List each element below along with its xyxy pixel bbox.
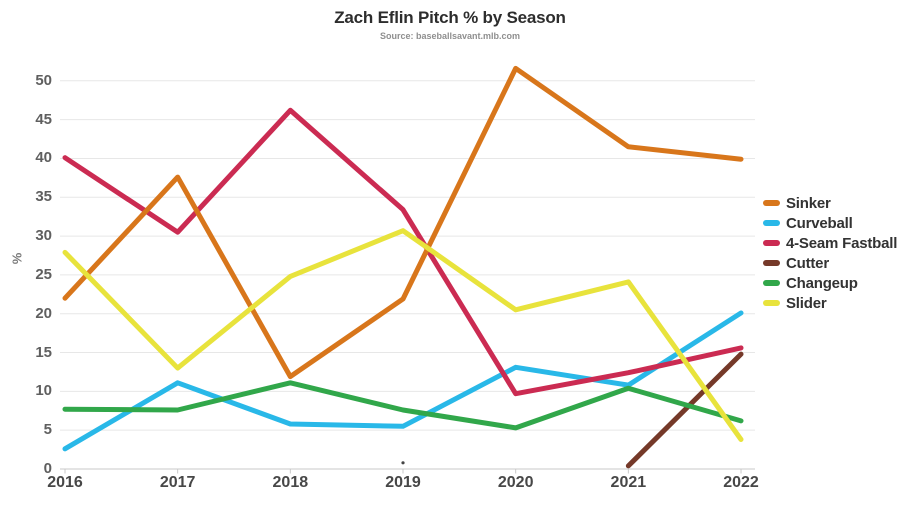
y-tick-label: 45 — [35, 110, 52, 128]
series-line-cutter — [625, 351, 744, 469]
chart-title: Zach Eflin Pitch % by Season — [334, 8, 566, 27]
y-tick-label: 25 — [35, 265, 52, 283]
legend-label: Curveball — [786, 214, 853, 232]
legend-swatch-icon — [763, 220, 780, 226]
y-tick-label: 10 — [35, 382, 52, 400]
legend-item-sinker: Sinker — [763, 193, 897, 213]
series-line-sinker — [62, 65, 744, 380]
legend-label: Changeup — [786, 274, 858, 292]
x-tick-label: 2017 — [159, 474, 196, 491]
x-tick-label: 2019 — [385, 474, 421, 491]
legend-label: Cutter — [786, 254, 829, 272]
series-line-curveball — [62, 310, 744, 452]
x-tick-label: 2022 — [723, 474, 759, 491]
legend: Sinker Curveball 4-Seam Fastball Cutter Chan… — [763, 193, 897, 313]
legend-swatch-icon — [763, 240, 780, 246]
legend-swatch-icon — [763, 300, 780, 306]
y-tick-label: 20 — [35, 304, 52, 322]
legend-label: Slider — [786, 294, 827, 312]
y-tick-label: 30 — [35, 227, 52, 245]
legend-label: 4-Seam Fastball — [786, 234, 898, 252]
x-tick-label: 2016 — [47, 474, 83, 491]
legend-swatch-icon — [763, 260, 780, 266]
legend-item-curveball: Curveball — [763, 213, 897, 233]
y-tick-label: 5 — [43, 421, 52, 439]
x-tick-label: 2021 — [610, 474, 647, 491]
legend-item-slider: Slider — [763, 293, 897, 313]
series-line-changeup — [62, 380, 744, 431]
chart-source: Source: baseballsavant.mlb.com — [379, 31, 521, 41]
x-tick-label: 2020 — [497, 474, 534, 491]
legend-item-4-seam-fastball: 4-Seam Fastball — [763, 233, 897, 253]
legend-item-changeup: Changeup — [763, 273, 897, 293]
legend-item-cutter: Cutter — [763, 253, 897, 273]
y-tick-label: 0 — [43, 460, 52, 477]
stray-dot — [401, 461, 405, 465]
legend-swatch-icon — [763, 200, 780, 206]
y-tick-label: 40 — [35, 149, 52, 167]
legend-label: Sinker — [786, 194, 831, 212]
legend-swatch-icon — [763, 280, 780, 286]
y-tick-label: 50 — [35, 71, 52, 89]
y-tick-label: 35 — [35, 188, 52, 206]
series-line-slider — [62, 228, 744, 442]
series-line-4-seam-fastball — [62, 107, 744, 397]
y-tick-label: 15 — [35, 343, 52, 361]
x-tick-label: 2018 — [272, 474, 309, 491]
